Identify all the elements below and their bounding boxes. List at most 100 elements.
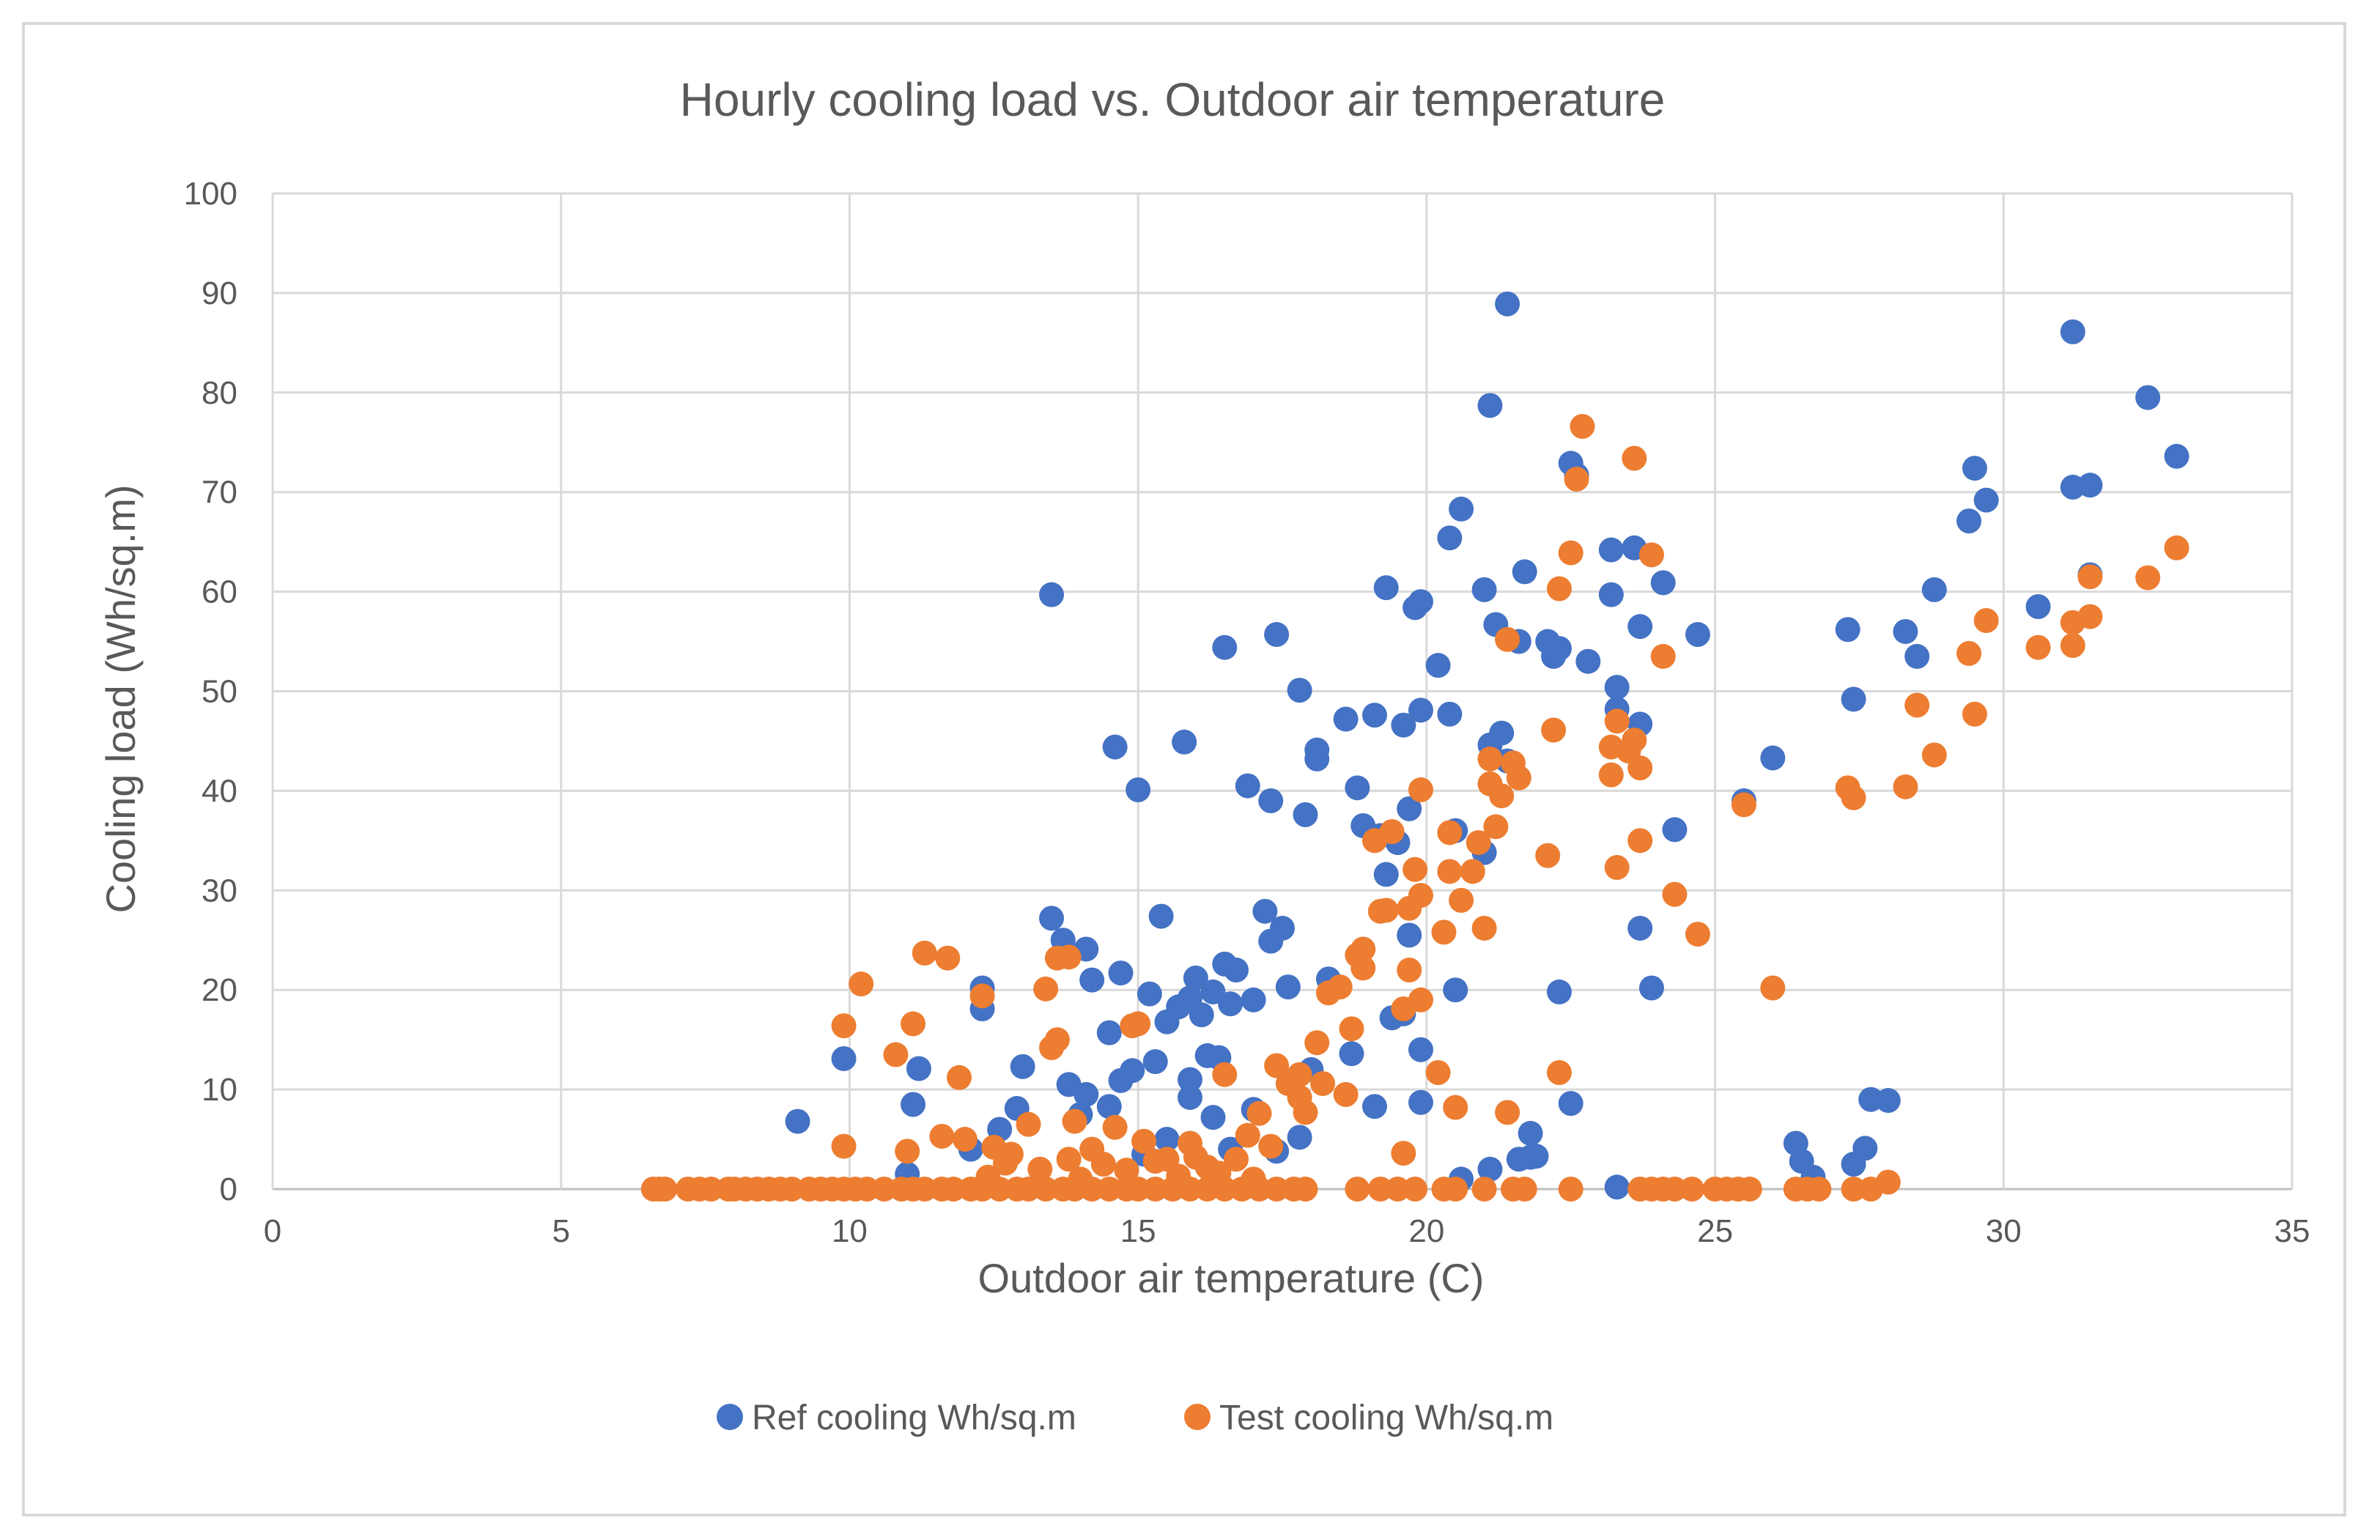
test-cooling-point (1806, 1177, 1832, 1202)
test-cooling-point (2164, 535, 2189, 560)
test-cooling-point (1258, 1133, 1284, 1159)
ref-cooling-point (1425, 653, 1451, 678)
test-cooling-point (1558, 1177, 1583, 1202)
ref-cooling-point (1212, 634, 1238, 660)
series-test-cooling (640, 414, 2189, 1202)
ref-cooling-point (906, 1056, 931, 1081)
test-cooling-point (1495, 626, 1520, 652)
ref-cooling-point (1904, 643, 1930, 669)
ref-cooling-point (831, 1045, 857, 1071)
x-tick-label: 5 (552, 1213, 569, 1249)
test-cooling-point (1622, 728, 1647, 753)
test-cooling-point (1489, 783, 1515, 809)
ref-cooling-point (1333, 706, 1359, 732)
ref-cooling-point (1650, 570, 1676, 596)
ref-cooling-point (1443, 977, 1468, 1003)
test-cooling-point (1443, 1095, 1468, 1120)
test-cooling-point (1044, 1027, 1070, 1053)
chart-frame: Hourly cooling load vs. Outdoor air temp… (22, 22, 2346, 1517)
test-cooling-point (1397, 958, 1422, 983)
test-cooling-point (1449, 887, 1474, 913)
y-tick-label: 40 (202, 773, 237, 809)
ref-cooling-point (1662, 817, 1688, 843)
test-cooling-point (1391, 1141, 1416, 1166)
test-cooling-point (831, 1133, 857, 1159)
ref-cooling-point (1200, 1105, 1226, 1130)
legend-label-test: Test cooling Wh/sq.m (1219, 1399, 1553, 1437)
test-cooling-point (1339, 1016, 1364, 1042)
ref-cooling-point (1137, 981, 1162, 1007)
ref-cooling-point (1604, 675, 1630, 700)
test-cooling-point (1893, 774, 1918, 799)
test-cooling-point (1731, 792, 1756, 818)
y-tick-label: 50 (202, 674, 237, 710)
test-cooling-point (1460, 859, 1485, 884)
test-cooling-point (1841, 1177, 1866, 1202)
ref-cooling-point (1471, 577, 1497, 602)
y-tick-label: 60 (202, 574, 237, 610)
test-cooling-point (941, 1177, 967, 1202)
ref-cooling-point (1189, 1002, 1214, 1028)
test-cooling-point (1246, 1100, 1272, 1126)
ref-cooling-point (1241, 987, 1266, 1013)
test-cooling-point (1477, 746, 1503, 771)
y-axis-title: Cooling load (Wh/sq.m) (97, 484, 144, 913)
test-cooling-point (1235, 1122, 1260, 1148)
test-cooling-point (1310, 1070, 1336, 1096)
x-tick-label: 10 (832, 1213, 868, 1249)
ref-cooling-point (1835, 617, 1860, 643)
test-cooling-point (1443, 1177, 1468, 1202)
y-tick-label: 90 (202, 275, 237, 311)
test-cooling-point (901, 1011, 926, 1037)
test-cooling-point (1224, 1147, 1249, 1172)
ref-cooling-point (1056, 1072, 1082, 1097)
y-tick-label: 100 (184, 176, 237, 212)
ref-cooling-point (1408, 1089, 1433, 1115)
test-cooling-point (1287, 1062, 1312, 1087)
ref-cooling-point (1224, 958, 1249, 983)
x-tick-label: 0 (264, 1213, 281, 1249)
test-cooling-point (895, 1139, 920, 1164)
ref-cooling-point (1373, 862, 1399, 887)
test-cooling-point (1431, 919, 1457, 945)
test-cooling-point (1345, 1177, 1370, 1202)
test-cooling-point (1126, 1177, 1151, 1202)
ref-cooling-point (1361, 703, 1387, 728)
test-cooling-point (1564, 467, 1589, 492)
test-cooling-point (1166, 1163, 1191, 1189)
test-cooling-point (1841, 785, 1866, 810)
test-cooling-point (849, 971, 874, 997)
ref-cooling-point (1956, 508, 1982, 534)
x-tick-label: 20 (1408, 1213, 1444, 1249)
ref-cooling-point (1102, 734, 1128, 760)
test-cooling-point (1546, 576, 1572, 601)
test-cooling-point (871, 1177, 897, 1202)
test-cooling-point (1471, 1177, 1497, 1202)
ref-cooling-point (1627, 915, 1653, 941)
test-cooling-point (947, 1065, 972, 1090)
ref-cooling-point (1361, 1094, 1387, 1119)
ref-cooling-point (1627, 614, 1653, 640)
ref-cooling-point (1218, 991, 1243, 1017)
ref-cooling-point (1148, 903, 1174, 929)
test-cooling-point (1627, 828, 1653, 854)
ref-cooling-point (1852, 1136, 1878, 1161)
ref-cooling-point (1598, 537, 1624, 563)
test-cooling-point (1437, 859, 1463, 884)
test-cooling-point (1506, 765, 1531, 791)
test-cooling-point (1408, 777, 1433, 803)
test-cooling-point (1737, 1177, 1762, 1202)
ref-cooling-point (1172, 729, 1197, 755)
ref-cooling-point (1685, 622, 1710, 648)
test-cooling-point (1304, 1030, 1330, 1056)
y-tick-label: 20 (202, 972, 237, 1008)
test-cooling-point (1293, 1177, 1318, 1202)
test-cooling-point (1471, 915, 1497, 941)
ref-cooling-point (1477, 393, 1503, 418)
ref-cooling-point (1397, 796, 1422, 821)
test-cooling-point (1662, 1177, 1688, 1202)
legend-label-ref: Ref cooling Wh/sq.m (752, 1399, 1076, 1437)
test-cooling-point (1760, 975, 1786, 1001)
ref-cooling-point (1397, 922, 1422, 948)
test-cooling-point (1408, 987, 1433, 1013)
